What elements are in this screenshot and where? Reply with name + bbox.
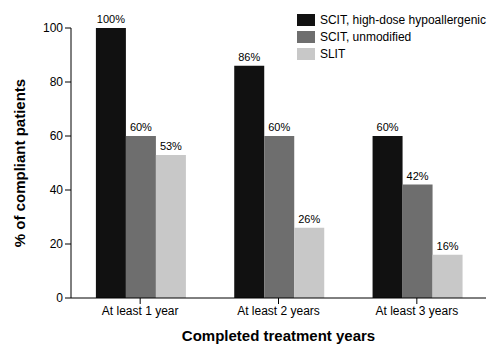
svg-text:Completed treatment years: Completed treatment years xyxy=(182,327,375,344)
svg-text:60%: 60% xyxy=(130,121,152,133)
svg-text:26%: 26% xyxy=(298,213,320,225)
svg-text:% of compliant patients: % of compliant patients xyxy=(11,79,28,247)
svg-text:100%: 100% xyxy=(97,13,125,25)
svg-text:86%: 86% xyxy=(238,51,260,63)
html-text:SCIT, unmodified: SCIT, unmodified xyxy=(319,30,412,44)
svg-text:20: 20 xyxy=(50,237,64,251)
svg-text:40: 40 xyxy=(50,183,64,197)
svg-text:42%: 42% xyxy=(407,170,429,182)
svg-text:53%: 53% xyxy=(160,140,182,152)
svg-text:At least 3 years: At least 3 years xyxy=(375,304,458,318)
svg-text:At least 2 years: At least 2 years xyxy=(237,304,320,318)
svg-text:0: 0 xyxy=(56,291,63,305)
svg-text:At least 1 year: At least 1 year xyxy=(102,304,179,318)
svg-text:80: 80 xyxy=(50,75,64,89)
svg-text:16%: 16% xyxy=(437,240,459,252)
svg-text:60%: 60% xyxy=(377,121,399,133)
svg-text:100: 100 xyxy=(43,21,63,35)
html-text:SCIT, high-dose hypoallergenic: SCIT, high-dose hypoallergenic xyxy=(319,13,486,27)
svg-text:60: 60 xyxy=(50,129,64,143)
html-text:SLIT: SLIT xyxy=(319,47,346,61)
svg-text:60%: 60% xyxy=(268,121,290,133)
